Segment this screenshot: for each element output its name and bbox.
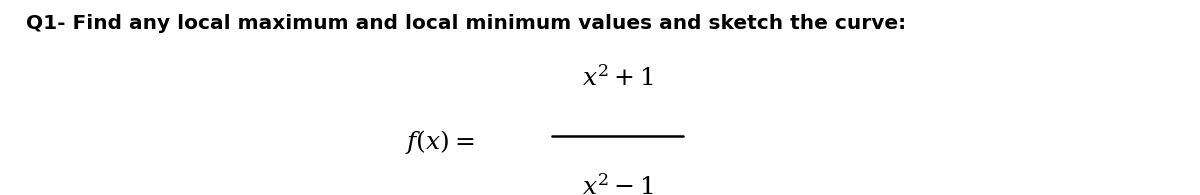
Text: Q1- Find any local maximum and local minimum values and sketch the curve:: Q1- Find any local maximum and local min…: [26, 14, 906, 33]
Text: $f(x) =$: $f(x) =$: [404, 128, 474, 156]
Text: $x^2 + 1$: $x^2 + 1$: [582, 65, 654, 91]
Text: $x^2 - 1$: $x^2 - 1$: [582, 174, 654, 195]
